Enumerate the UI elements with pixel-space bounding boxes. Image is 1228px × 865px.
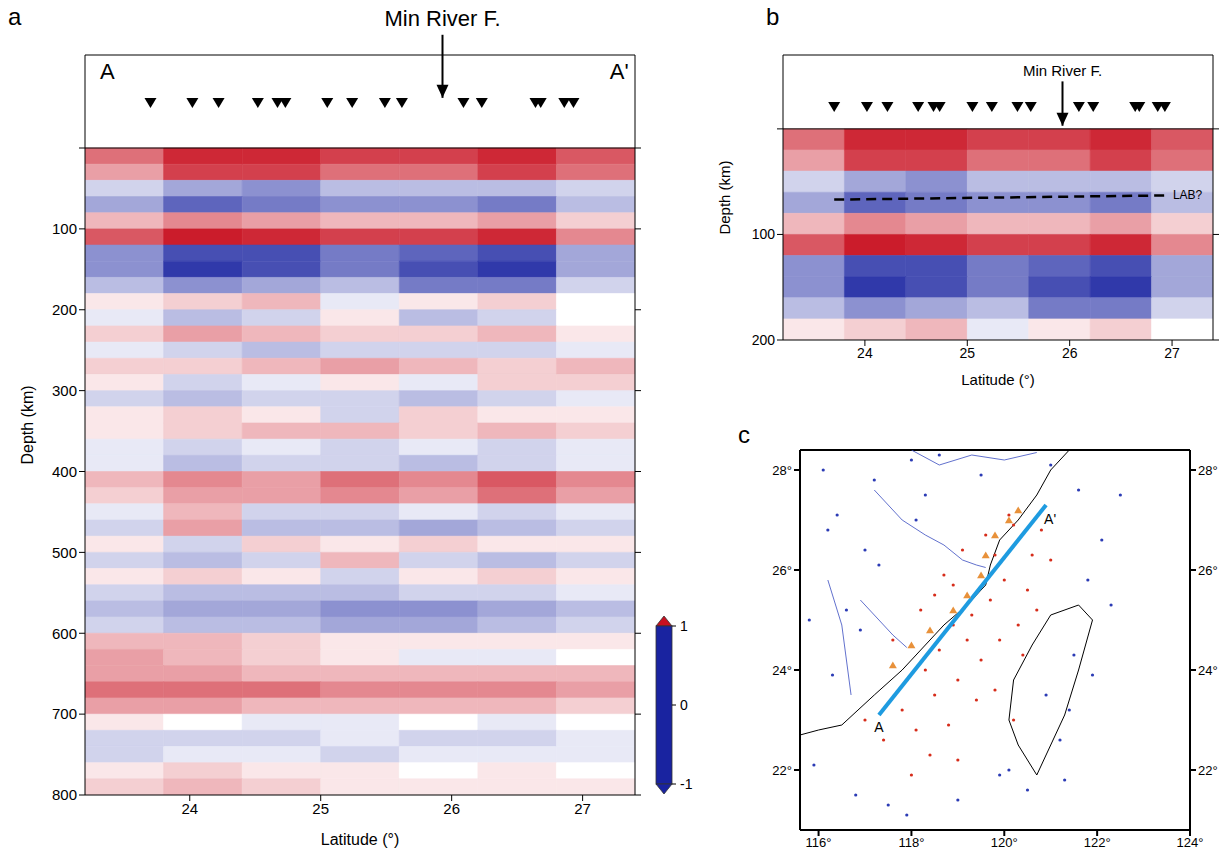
svg-text:27: 27 [574,800,591,817]
svg-text:24°: 24° [772,663,792,678]
svg-text:Min River F.: Min River F. [384,6,500,31]
svg-text:500: 500 [52,544,77,561]
svg-text:LAB?: LAB? [1173,188,1203,202]
svg-text:122°: 122° [1084,835,1111,850]
svg-text:22°: 22° [772,763,792,778]
svg-text:26: 26 [1062,345,1078,361]
svg-text:100: 100 [752,226,776,242]
svg-text:A': A' [610,59,629,84]
svg-text:300: 300 [52,382,77,399]
svg-text:700: 700 [52,705,77,722]
svg-text:400: 400 [52,463,77,480]
svg-text:26: 26 [443,800,460,817]
svg-text:Min River F.: Min River F. [1023,62,1102,79]
svg-text:124°: 124° [1177,835,1204,850]
svg-text:25: 25 [312,800,329,817]
svg-text:A: A [100,59,115,84]
svg-text:26°: 26° [772,563,792,578]
svg-text:28°: 28° [1198,463,1218,478]
svg-text:200: 200 [52,301,77,318]
svg-text:26°: 26° [1198,563,1218,578]
svg-text:22°: 22° [1198,763,1218,778]
svg-text:25: 25 [959,345,975,361]
svg-text:800: 800 [52,786,77,803]
html-text:c: c [738,421,750,448]
svg-text:116°: 116° [806,835,832,850]
svg-text:118°: 118° [898,835,924,850]
svg-text:0: 0 [680,697,688,713]
svg-text:100: 100 [52,220,77,237]
svg-text:24: 24 [857,345,873,361]
svg-text:Depth (km): Depth (km) [716,160,733,234]
svg-text:A: A [874,719,884,735]
svg-text:27: 27 [1164,345,1180,361]
svg-text:-1: -1 [680,776,693,792]
svg-text:Depth (km): Depth (km) [19,385,36,464]
svg-text:1: 1 [680,618,688,634]
html-text:a: a [8,3,22,30]
svg-text:Latitude (°): Latitude (°) [961,371,1035,388]
svg-text:600: 600 [52,625,77,642]
svg-text:A': A' [1044,511,1056,527]
svg-text:24: 24 [181,800,198,817]
svg-text:120°: 120° [991,835,1018,850]
svg-text:200: 200 [752,332,776,348]
html-text:b: b [766,3,780,30]
svg-text:28°: 28° [772,463,792,478]
svg-text:Latitude (°): Latitude (°) [321,831,399,848]
svg-text:24°: 24° [1198,663,1218,678]
